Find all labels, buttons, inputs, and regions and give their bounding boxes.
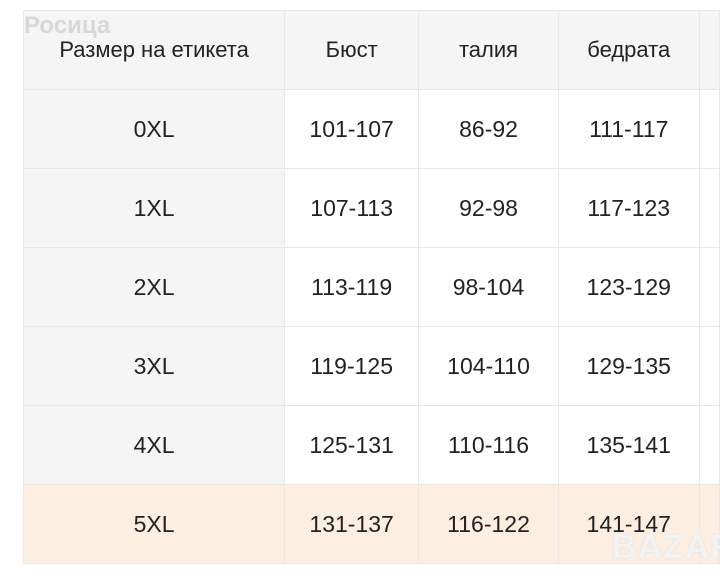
value-cell: 101-107	[284, 89, 420, 169]
value-cell: 107-113	[284, 168, 420, 248]
size-cell: 3XL	[22, 326, 286, 406]
table-row: 0XL 101-107 86-92 111-117	[22, 89, 720, 169]
value-cell	[698, 247, 720, 327]
header-hips: бедрата	[557, 10, 700, 90]
value-cell: 111-117	[557, 89, 700, 169]
value-cell: 131-137	[284, 484, 420, 564]
size-cell: 1XL	[22, 168, 286, 248]
header-bust: Бюст	[284, 10, 420, 90]
size-cell: 5XL	[22, 484, 286, 564]
value-cell: 113-119	[284, 247, 420, 327]
table-row: 4XL 125-131 110-116 135-141	[22, 405, 720, 485]
size-cell: 0XL	[22, 89, 286, 169]
header-size: Размер на етикета	[22, 10, 286, 90]
value-cell: 92-98	[418, 168, 559, 248]
bazar-logo: BAZAR	[612, 528, 720, 566]
header-row: Размер на етикета Бюст талия бедрата	[22, 10, 720, 90]
value-cell	[698, 484, 720, 564]
value-cell: 110-116	[418, 405, 559, 485]
value-cell: 141-147	[557, 484, 700, 564]
size-table: Размер на етикета Бюст талия бедрата 0XL…	[22, 10, 720, 564]
size-cell: 2XL	[22, 247, 286, 327]
value-cell: 98-104	[418, 247, 559, 327]
value-cell: 129-135	[557, 326, 700, 406]
value-cell	[698, 405, 720, 485]
value-cell: 123-129	[557, 247, 700, 327]
table-row: 3XL 119-125 104-110 129-135	[22, 326, 720, 406]
header-waist: талия	[418, 10, 559, 90]
value-cell: 125-131	[284, 405, 420, 485]
value-cell: 104-110	[418, 326, 559, 406]
value-cell: 119-125	[284, 326, 420, 406]
table-row: 5XL 131-137 116-122 141-147	[22, 484, 720, 564]
value-cell: 135-141	[557, 405, 700, 485]
table-row: 2XL 113-119 98-104 123-129	[22, 247, 720, 327]
value-cell	[698, 168, 720, 248]
value-cell	[698, 326, 720, 406]
header-extra	[698, 10, 720, 90]
watermark: Росица	[24, 12, 111, 39]
value-cell: 86-92	[418, 89, 559, 169]
value-cell: 116-122	[418, 484, 559, 564]
table-row: 1XL 107-113 92-98 117-123	[22, 168, 720, 248]
value-cell	[698, 89, 720, 169]
size-cell: 4XL	[22, 405, 286, 485]
value-cell: 117-123	[557, 168, 700, 248]
